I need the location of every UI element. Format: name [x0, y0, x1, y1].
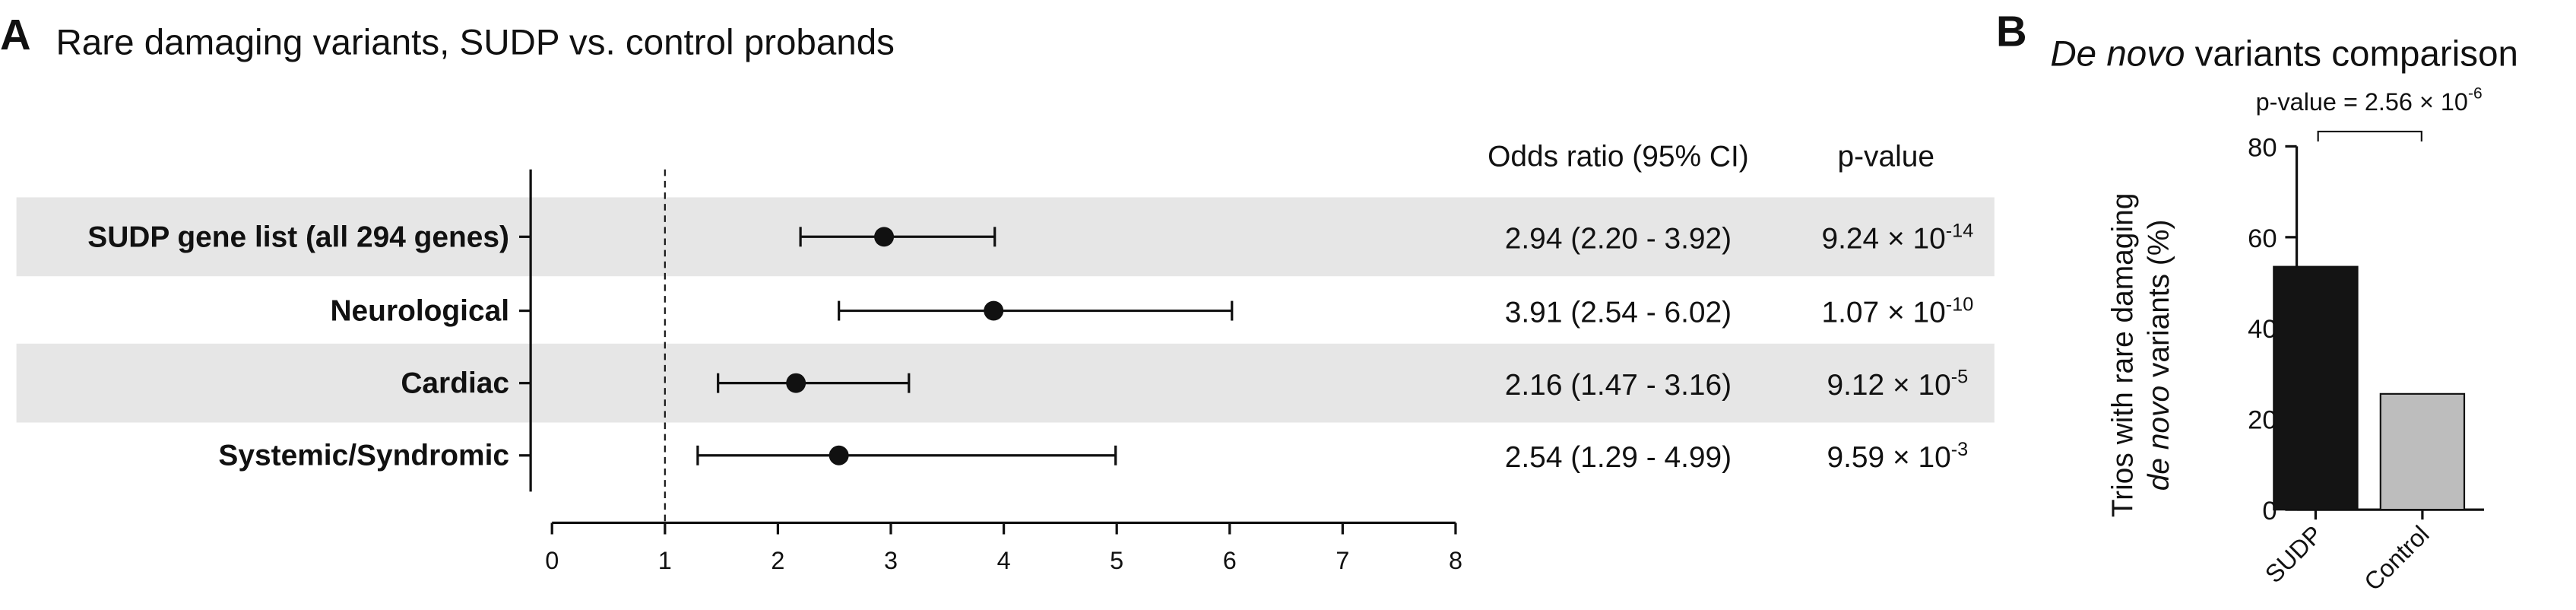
- bar: [2273, 265, 2359, 511]
- bar: [2379, 392, 2466, 511]
- value-label: 2.94 (2.20 - 3.92): [1505, 222, 1732, 255]
- value-label: 2.16 (1.47 - 3.16): [1505, 369, 1732, 402]
- row-label: Neurological: [330, 295, 509, 328]
- p-value-base: 1.07 × 10: [1821, 297, 1945, 329]
- significance-bracket: [2317, 130, 2422, 141]
- y-tick-label: 20: [2248, 406, 2277, 435]
- annotation-base: p-value = 2.56 × 10: [2256, 88, 2468, 116]
- p-value-base: 9.24 × 10: [1821, 222, 1945, 255]
- x-tick-label: 5: [1110, 547, 1123, 574]
- p-value-exp: -5: [1951, 367, 1968, 388]
- x-tick-label: 1: [658, 547, 672, 574]
- p-value: 9.24 × 10-14: [1821, 220, 1973, 255]
- x-tick-label: 4: [997, 547, 1011, 574]
- p-value: 9.12 × 10-5: [1827, 367, 1968, 402]
- row-label: Systemic/Syndromic: [218, 440, 509, 472]
- annotation-exp: -6: [2468, 85, 2483, 103]
- row-band: [16, 197, 1995, 277]
- x-tick-label: Control: [2359, 520, 2434, 596]
- x-tick-label: 6: [1223, 547, 1237, 574]
- panel-label: A: [0, 11, 31, 59]
- y-label-line1: Trios with rare damaging: [2106, 193, 2139, 518]
- point: [984, 300, 1004, 321]
- row-label: SUDP gene list (all 294 genes): [87, 221, 509, 253]
- p-value-base: 9.59 × 10: [1827, 441, 1950, 474]
- column-header: Odds ratio (95% CI): [1488, 140, 1749, 173]
- x-tick-label: 2: [771, 547, 784, 574]
- y-tick-label: 40: [2248, 315, 2277, 344]
- p-value-exp: -3: [1951, 439, 1968, 460]
- p-value-exp: -14: [1946, 220, 1974, 241]
- row-band: [16, 343, 1995, 423]
- point: [829, 445, 849, 465]
- y-tick-label: 60: [2248, 224, 2277, 253]
- x-tick-label: 0: [545, 547, 559, 574]
- point: [786, 373, 806, 393]
- title-italic: De novo: [2050, 34, 2185, 75]
- y-label-rest: variants (%): [2143, 220, 2175, 386]
- annotation: p-value = 2.56 × 10-6: [2256, 85, 2483, 116]
- row-label: Cardiac: [401, 367, 509, 400]
- y-axis-label: Trios with rare damaging de novo variants…: [2106, 193, 2175, 518]
- chart-title: Rare damaging variants, SUDP vs. control…: [55, 22, 894, 62]
- p-value: 1.07 × 10-10: [1821, 294, 1973, 329]
- title-rest: variants comparison: [2185, 34, 2518, 75]
- p-value: 9.59 × 10-3: [1827, 439, 1968, 474]
- column-header: p-value: [1837, 140, 1934, 173]
- y-tick-label: 80: [2248, 133, 2277, 162]
- x-tick-label: 7: [1336, 547, 1349, 574]
- x-tick-label: SUDP: [2260, 520, 2327, 588]
- value-label: 3.91 (2.54 - 6.02): [1505, 297, 1732, 329]
- y-label-italic: de novo: [2143, 386, 2175, 491]
- panel-label: B: [1996, 8, 2027, 56]
- p-value-base: 9.12 × 10: [1827, 369, 1950, 402]
- x-tick-label: 3: [884, 547, 898, 574]
- point: [874, 227, 895, 247]
- chart-title: De novo variants comparison: [2050, 34, 2518, 75]
- p-value-exp: -10: [1946, 294, 1974, 316]
- y-label-line2: de novo variants (%): [2143, 220, 2175, 491]
- value-label: 2.54 (1.29 - 4.99): [1505, 441, 1732, 474]
- x-tick-label: 8: [1449, 547, 1462, 574]
